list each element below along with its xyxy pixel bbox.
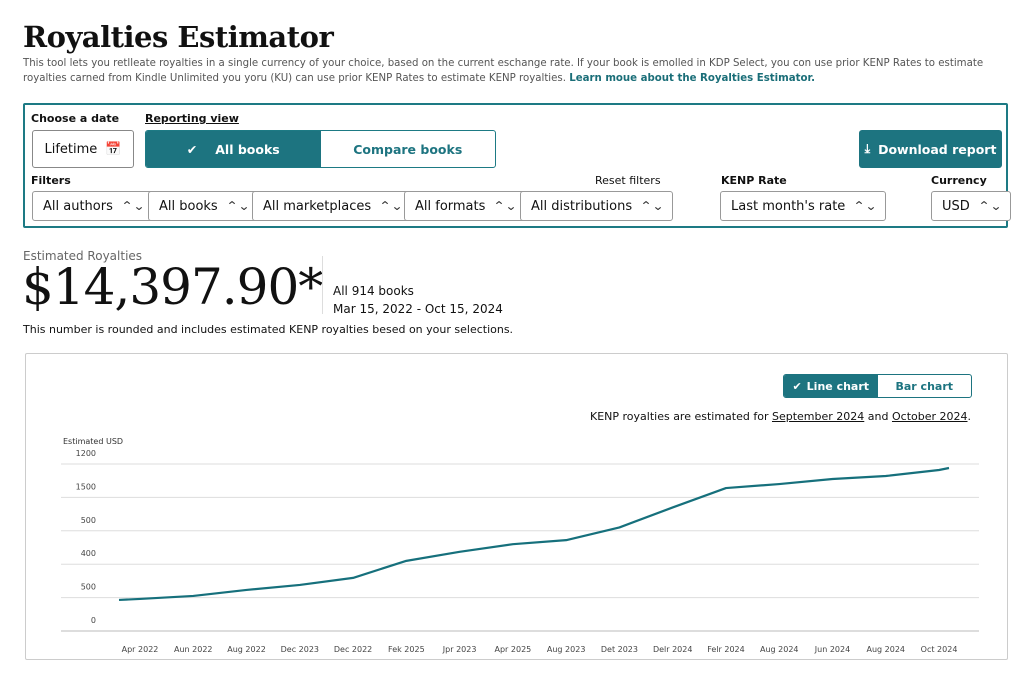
x-tick-label: Delr 2024	[653, 645, 693, 654]
x-tick-label: Fek 2025	[388, 645, 425, 654]
x-tick-label: Aug 2023	[547, 645, 586, 654]
x-tick-label: Dec 2022	[334, 645, 372, 654]
y-tick-label: 400	[81, 549, 96, 558]
kenp-rate-select[interactable]: Last month's rate ⌃⌄	[720, 191, 887, 221]
x-tick-label: Aug 2024	[867, 645, 906, 654]
reporting-view-toggle: ✔ All books Compare books	[145, 130, 496, 168]
chart-panel: ✔ Line chart Bar chart KENP royalties are…	[25, 353, 1008, 660]
select-value: All distributions	[531, 198, 633, 214]
filters-label: Filters	[31, 174, 71, 187]
select-value: Last month's rate	[731, 198, 846, 214]
x-tick-label: Aug 2022	[227, 645, 266, 654]
y-tick-label: 500	[81, 583, 96, 592]
y-tick-label: 0	[91, 616, 96, 625]
formats-select[interactable]: All formats ⌃⌄	[404, 191, 527, 221]
date-value: Lifetime	[44, 141, 98, 157]
date-label: Choose a date	[31, 112, 120, 125]
date-picker[interactable]: Lifetime 📅	[32, 130, 134, 168]
x-tick-label: Apr 2025	[495, 645, 532, 654]
chevron-updown-icon: ⌃⌄	[379, 199, 404, 213]
filter-panel: Choose a date Lifetime 📅 Reporting view ✔…	[23, 103, 1011, 228]
x-tick-label: Aun 2022	[174, 645, 213, 654]
reset-filters-link[interactable]: Reset filters	[595, 174, 661, 187]
option-label: Bar chart	[895, 379, 954, 393]
select-value: All marketplaces	[263, 198, 372, 214]
download-report-button[interactable]: ⤓ Download report	[859, 130, 1002, 168]
description: This tool lets you retlleate royalties i…	[23, 56, 1008, 86]
authors-select[interactable]: All authors ⌃⌄	[32, 191, 154, 221]
all-books-option[interactable]: ✔ All books	[146, 131, 321, 167]
y-axis-label: Estimated USD	[63, 437, 123, 446]
chevron-updown-icon: ⌃⌄	[640, 199, 665, 213]
check-icon: ✔	[792, 379, 802, 393]
reporting-view-label: Reporting view	[145, 112, 239, 125]
x-tick-label: Dec 2023	[281, 645, 319, 654]
select-value: All formats	[415, 198, 486, 214]
note-text: and	[864, 410, 892, 423]
chart-type-toggle: ✔ Line chart Bar chart	[783, 374, 972, 398]
x-tick-label: Aug 2024	[760, 645, 799, 654]
september-link[interactable]: September 2024	[771, 410, 865, 423]
download-icon: ⤓	[864, 141, 871, 156]
x-tick-label: Jpr 2023	[442, 645, 477, 654]
kenp-label: KENP Rate	[721, 174, 787, 187]
compare-books-option[interactable]: Compare books	[321, 131, 496, 167]
page-title: Royalties Estimator	[23, 20, 334, 54]
y-tick-label: 1500	[76, 482, 96, 491]
x-tick-label: Oct 2024	[921, 645, 958, 654]
download-label: Download report	[878, 141, 997, 157]
date-range: Mar 15, 2022 - Oct 15, 2024	[333, 302, 503, 316]
books-select[interactable]: All books ⌃⌄	[148, 191, 259, 221]
x-tick-label: Jun 2024	[814, 645, 850, 654]
currency-select[interactable]: USD ⌃⌄	[931, 191, 1011, 221]
option-label: All books	[215, 141, 280, 157]
select-value: All books	[159, 198, 218, 214]
distributions-select[interactable]: All distributions ⌃⌄	[520, 191, 674, 221]
check-icon: ✔	[186, 141, 198, 157]
rounding-note: This number is rounded and includes esti…	[23, 323, 514, 336]
x-tick-label: Felr 2024	[707, 645, 745, 654]
chevron-updown-icon: ⌃⌄	[225, 199, 250, 213]
books-count: All 914 books	[333, 284, 414, 298]
description-text: This tool lets you retlleate royalties i…	[23, 58, 984, 84]
note-text: KENP royalties are estimated for	[589, 410, 772, 423]
chevron-updown-icon: ⌃⌄	[493, 199, 518, 213]
bar-chart-option[interactable]: Bar chart	[878, 375, 972, 397]
october-link[interactable]: October 2024	[891, 410, 968, 423]
select-value: USD	[942, 198, 970, 214]
estimated-amount: $14,397.90*	[22, 258, 323, 316]
x-tick-label: Det 2023	[601, 645, 638, 654]
currency-label: Currency	[931, 174, 987, 187]
y-tick-label: 1200	[76, 449, 96, 458]
kenp-note: KENP royalties are estimated for Septemb…	[590, 410, 971, 423]
marketplaces-select[interactable]: All marketplaces ⌃⌄	[252, 191, 413, 221]
chevron-updown-icon: ⌃⌄	[977, 199, 1002, 213]
note-text: .	[967, 410, 972, 423]
option-label: Compare books	[353, 141, 463, 157]
divider	[322, 256, 323, 314]
calendar-icon: 📅	[105, 141, 122, 157]
x-tick-label: Apr 2022	[122, 645, 159, 654]
chevron-updown-icon: ⌃⌄	[853, 199, 878, 213]
option-label: Line chart	[806, 379, 870, 393]
chevron-updown-icon: ⌃⌄	[120, 199, 145, 213]
estimated-label: Estimated Royalties	[23, 249, 143, 263]
select-value: All authors	[43, 198, 113, 214]
learn-more-link[interactable]: Learn moue about the Royalties Estimator…	[569, 73, 815, 84]
series-line	[118, 466, 950, 602]
y-tick-label: 500	[81, 516, 96, 525]
line-chart: Estimated USD 0 500 400 500 1500 1200 Apr 2022 A…	[61, 437, 979, 654]
line-chart-option[interactable]: ✔ Line chart	[784, 375, 878, 397]
